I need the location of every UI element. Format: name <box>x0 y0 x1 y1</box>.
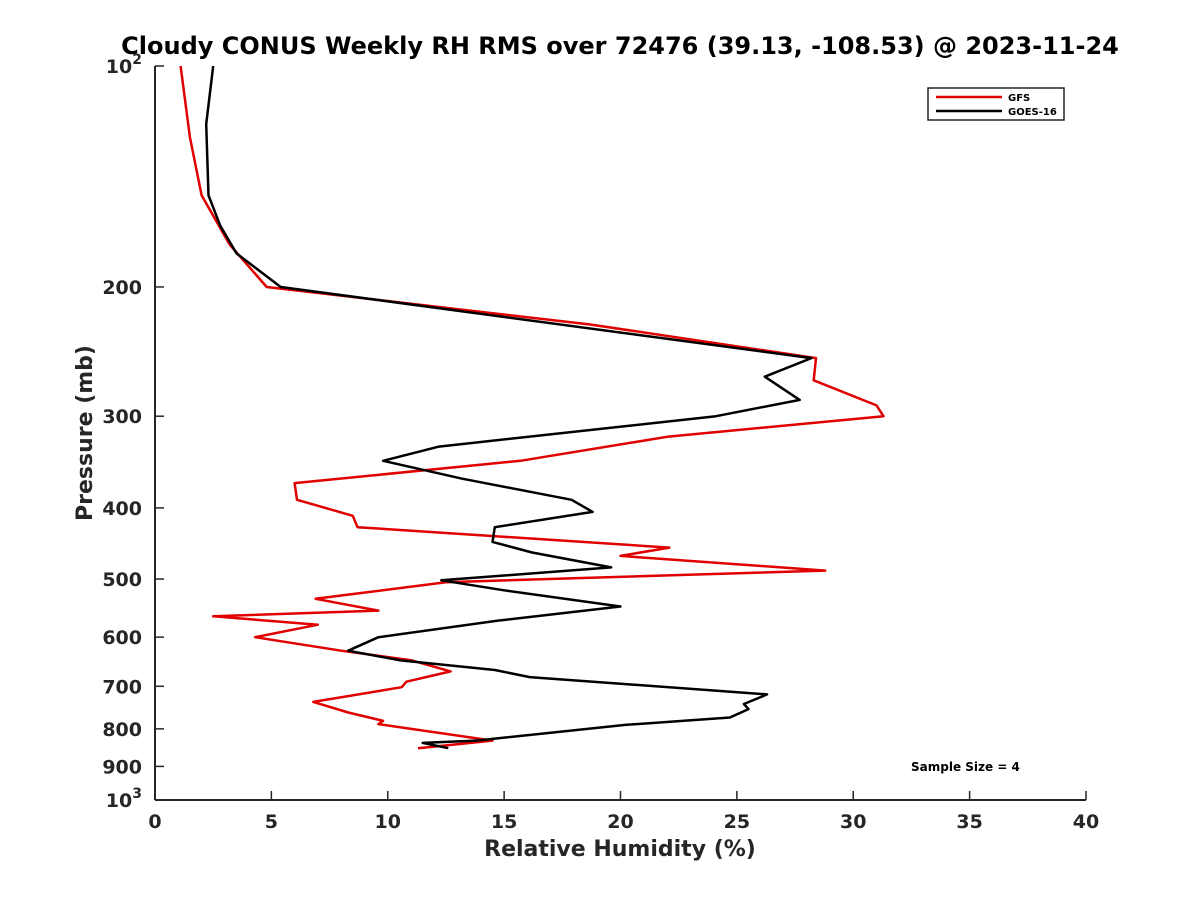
y-tick-label: 102 <box>106 52 142 78</box>
series-line-gfs <box>179 65 885 750</box>
y-tick-label: 600 <box>102 627 142 649</box>
legend: GFS GOES-16 <box>927 87 1065 121</box>
legend-box <box>927 87 1065 121</box>
x-tick-label: 40 <box>1073 811 1099 833</box>
y-axis-label: Pressure (mb) <box>73 345 98 521</box>
x-tick-label: 0 <box>148 811 161 833</box>
x-tick-label: 25 <box>724 811 750 833</box>
y-tick-label: 400 <box>102 498 142 520</box>
y-ticks: 102 200 300 400 500 600 700 800 900 103 <box>102 52 164 812</box>
y-tick-label: 103 <box>106 786 142 812</box>
x-tick-label: 10 <box>375 811 401 833</box>
legend-label-goes16: GOES-16 <box>1008 107 1057 118</box>
y-tick-label: 800 <box>102 719 142 741</box>
x-axis-label: Relative Humidity (%) <box>484 837 756 862</box>
x-tick-label: 20 <box>607 811 633 833</box>
y-tick-label: 900 <box>102 756 142 778</box>
x-tick-label: 15 <box>491 811 517 833</box>
x-tick-label: 5 <box>265 811 278 833</box>
axes <box>154 66 1086 801</box>
y-tick-label: 200 <box>102 277 142 299</box>
chart-title: Cloudy CONUS Weekly RH RMS over 72476 (3… <box>121 32 1119 60</box>
legend-label-gfs: GFS <box>1008 93 1030 104</box>
x-tick-label: 30 <box>840 811 866 833</box>
series-line-goes16 <box>204 65 813 750</box>
x-ticks: 0 5 10 15 20 25 30 35 40 <box>148 791 1099 833</box>
y-tick-label: 700 <box>102 676 142 698</box>
x-tick-label: 35 <box>956 811 982 833</box>
y-tick-label: 500 <box>102 569 142 591</box>
sample-size-annotation: Sample Size = 4 <box>911 760 1020 774</box>
plot-lines <box>179 65 885 750</box>
y-tick-label: 300 <box>102 406 142 428</box>
